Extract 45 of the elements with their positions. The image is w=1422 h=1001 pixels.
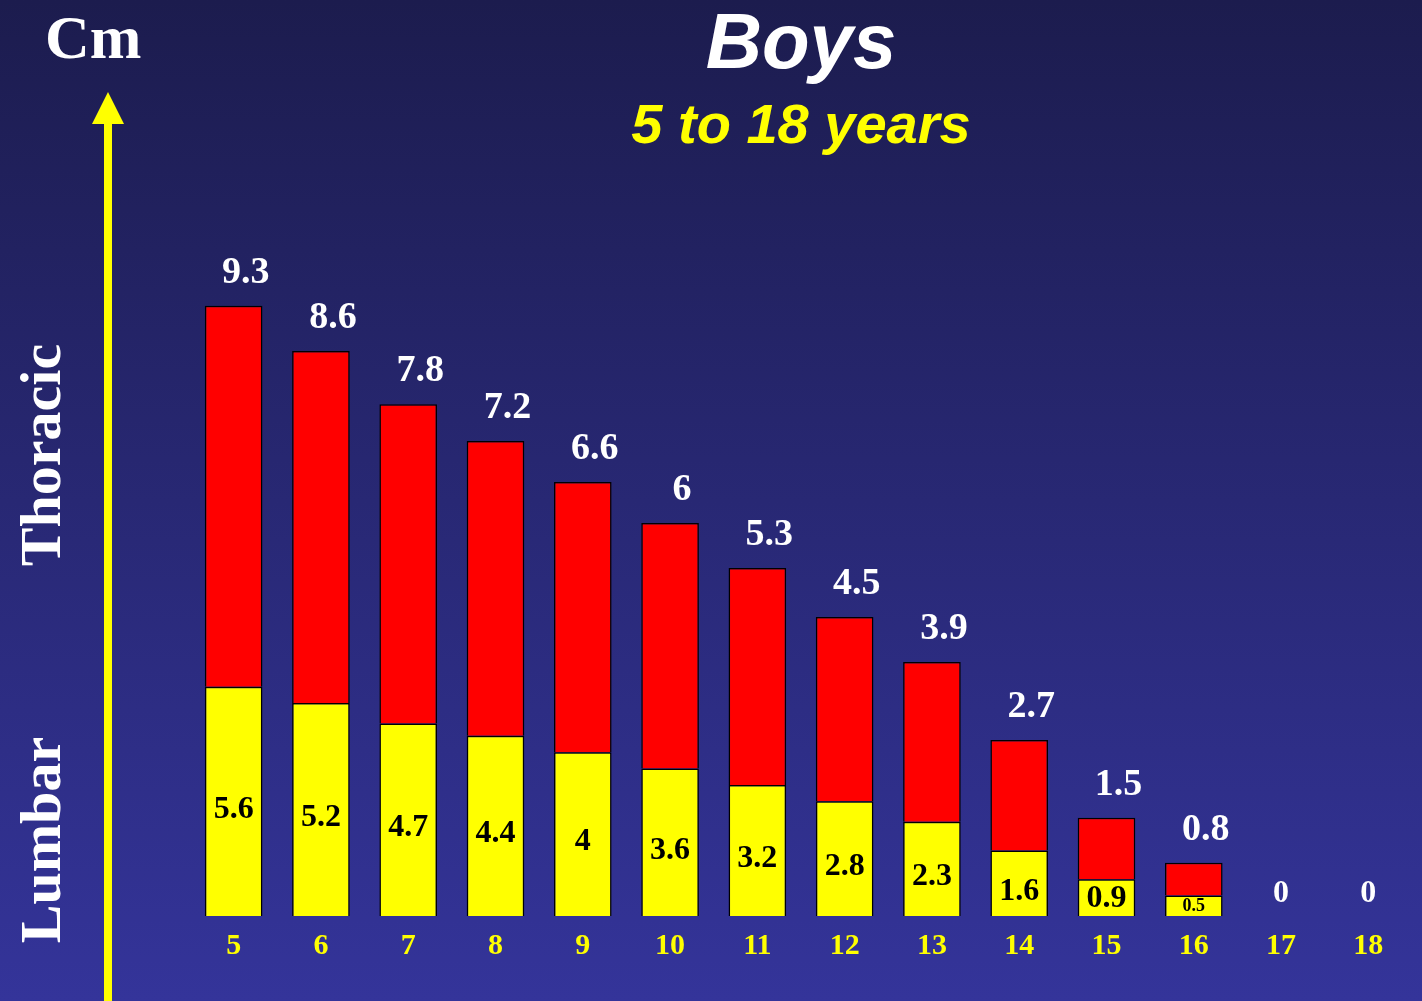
data-label: 4.4 bbox=[475, 813, 516, 850]
x-tick-label: 14 bbox=[1004, 926, 1035, 960]
x-tick-label: 11 bbox=[743, 926, 772, 960]
chart-title: Boys bbox=[705, 0, 897, 86]
data-label: 4.7 bbox=[388, 807, 429, 844]
x-tick-label: 10 bbox=[655, 926, 686, 960]
data-label: 5.6 bbox=[213, 788, 254, 825]
data-label: 0.8 bbox=[1182, 805, 1230, 848]
x-tick-label: 16 bbox=[1178, 926, 1209, 960]
text: Thoracic bbox=[6, 343, 74, 567]
data-label: 5.3 bbox=[745, 510, 794, 553]
data-label: 0 bbox=[1360, 873, 1377, 910]
data-label: 2.3 bbox=[911, 856, 952, 893]
data-label: 7.8 bbox=[396, 346, 444, 389]
x-tick-label: 17 bbox=[1266, 926, 1297, 960]
x-tick-label: 13 bbox=[916, 926, 947, 960]
data-label: 0.5 bbox=[1182, 895, 1206, 916]
data-label: 6 bbox=[672, 465, 692, 508]
data-label: 0.9 bbox=[1086, 877, 1127, 914]
data-label: 5.2 bbox=[300, 796, 341, 833]
x-tick-label: 7 bbox=[400, 926, 416, 960]
data-label: 4.5 bbox=[832, 559, 881, 602]
x-tick-label: 12 bbox=[829, 926, 860, 960]
data-label: 6.6 bbox=[571, 424, 619, 467]
data-label: 7.2 bbox=[483, 383, 532, 426]
x-tick-label: 15 bbox=[1091, 926, 1122, 960]
x-tick-label: 6 bbox=[313, 926, 329, 960]
x-tick-label: 18 bbox=[1353, 926, 1384, 960]
data-label: 1.5 bbox=[1094, 760, 1143, 803]
data-label: 3.2 bbox=[737, 837, 778, 874]
data-label: 4 bbox=[574, 821, 591, 858]
data-label: 0 bbox=[1273, 873, 1290, 910]
data-label: 3.6 bbox=[650, 829, 691, 866]
x-tick-label: 5 bbox=[226, 926, 242, 960]
y-axis-title: Cm bbox=[45, 2, 142, 73]
chart-subtitle: 5 to 18 years bbox=[631, 91, 971, 155]
data-label: 8.6 bbox=[309, 293, 357, 336]
x-tick-label: 8 bbox=[488, 926, 503, 960]
data-label: 9.3 bbox=[221, 248, 270, 291]
data-label: 2.8 bbox=[824, 845, 865, 882]
data-label: 3.9 bbox=[920, 604, 968, 647]
text: Lumbar bbox=[6, 736, 74, 944]
data-label: 1.6 bbox=[999, 870, 1040, 907]
data-label: 2.7 bbox=[1007, 682, 1055, 725]
x-tick-label: 9 bbox=[575, 926, 591, 960]
